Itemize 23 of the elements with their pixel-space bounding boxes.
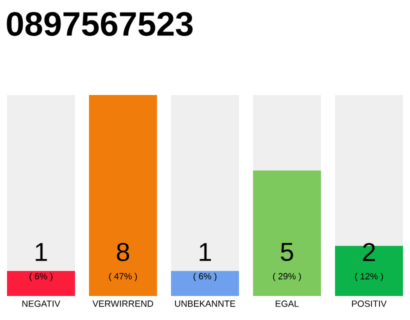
data-label: 5 [280, 242, 294, 262]
x-tick-label: NEGATIV [22, 300, 60, 307]
annotation: ( 47% ) [109, 272, 137, 282]
annotation: ( 12% ) [355, 272, 383, 282]
x-tick-label: VERWIRREND [92, 300, 154, 307]
x-tick-label: EGAL [276, 300, 299, 307]
bar [253, 95, 322, 170]
bar [7, 95, 75, 271]
bar [253, 170, 322, 296]
data-label: 2 [363, 242, 375, 262]
annotation: ( 29% ) [273, 272, 301, 282]
data-label: 8 [116, 242, 130, 262]
chart-title: 0897567523 [6, 12, 193, 36]
x-tick-label: POSITIV [352, 300, 387, 307]
data-label: 1 [36, 243, 47, 261]
annotation: ( 6% ) [194, 272, 216, 282]
bar [171, 270, 240, 296]
annotation: ( 6% ) [30, 272, 52, 282]
data-label: 1 [200, 243, 211, 261]
x-tick-label: UNBEKANNTE [175, 300, 236, 307]
bar [7, 270, 75, 296]
bar [171, 95, 240, 271]
bar [89, 95, 157, 296]
